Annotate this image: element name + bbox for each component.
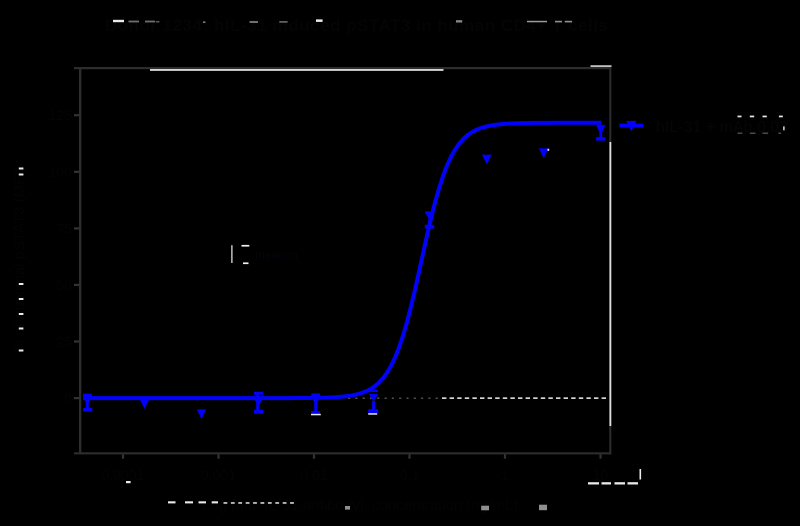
svg-text:125: 125 xyxy=(49,107,73,123)
svg-text:0: 0 xyxy=(64,390,72,406)
svg-text:25: 25 xyxy=(56,334,72,350)
svg-text:medium: medium xyxy=(255,248,298,262)
svg-text:75: 75 xyxy=(56,220,72,236)
svg-text:0.0001: 0.0001 xyxy=(102,467,145,483)
svg-text:0.1: 0.1 xyxy=(400,467,420,483)
svg-text:10: 10 xyxy=(593,467,609,483)
svg-text:50: 50 xyxy=(56,277,72,293)
svg-text:hIL-31 + mAb 0.03: hIL-31 + mAb 0.03 xyxy=(656,119,788,136)
svg-text:1: 1 xyxy=(501,467,509,483)
svg-text:Donor 1234: hIL-31 induced pST: Donor 1234: hIL-31 induced pSTAT3 in hum… xyxy=(105,16,608,35)
svg-text:% of maximal pSTAT3 (MFI): % of maximal pSTAT3 (MFI) xyxy=(11,167,28,354)
svg-text:0.01: 0.01 xyxy=(300,467,327,483)
svg-text:0.001: 0.001 xyxy=(201,467,236,483)
svg-text:Log [anti-IL-31 antibody], con: Log [anti-IL-31 antibody], concentration… xyxy=(202,497,518,514)
svg-text:100: 100 xyxy=(49,164,73,180)
